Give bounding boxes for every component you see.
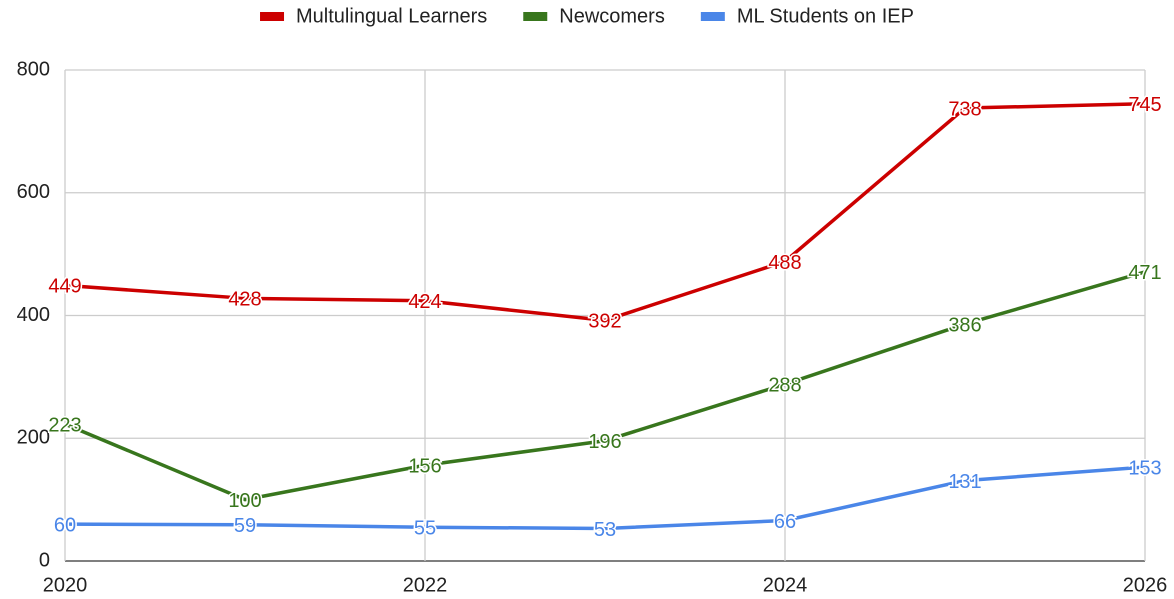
data-label: 288 xyxy=(768,375,801,397)
legend-label: ML Students on IEP xyxy=(737,5,914,27)
data-label: 53 xyxy=(594,519,616,541)
y-tick-label: 0 xyxy=(39,549,50,571)
data-label: 100 xyxy=(228,490,261,512)
data-label: 59 xyxy=(234,515,256,537)
data-label: 156 xyxy=(408,456,441,478)
y-tick-label: 200 xyxy=(17,427,50,449)
y-tick-label: 800 xyxy=(17,58,50,80)
series-line xyxy=(64,465,1146,531)
data-label: 471 xyxy=(1128,262,1161,284)
x-tick-label: 2020 xyxy=(43,574,88,596)
data-label: 196 xyxy=(588,431,621,453)
data-label: 745 xyxy=(1128,94,1161,116)
data-label: 424 xyxy=(408,291,441,313)
x-tick-label: 2024 xyxy=(763,574,808,596)
legend-swatch xyxy=(700,12,725,21)
data-label: 488 xyxy=(768,252,801,274)
data-label: 449 xyxy=(48,276,81,298)
y-tick-label: 400 xyxy=(17,304,50,326)
y-tick-label: 600 xyxy=(17,181,50,203)
data-label: 60 xyxy=(54,514,76,536)
data-label: 386 xyxy=(948,314,981,336)
data-label: 55 xyxy=(414,518,436,540)
legend-swatch xyxy=(260,12,285,21)
series-line xyxy=(64,270,1146,502)
data-label: 66 xyxy=(774,511,796,533)
data-label: 738 xyxy=(948,98,981,120)
legend-swatch xyxy=(523,12,548,21)
data-label: 131 xyxy=(948,471,981,493)
data-label: 392 xyxy=(588,311,621,333)
data-label: 223 xyxy=(48,414,81,436)
x-tick-label: 2026 xyxy=(1123,574,1168,596)
legend-label: Multulingual Learners xyxy=(296,5,487,27)
data-label: 153 xyxy=(1128,457,1161,479)
legend: Multulingual Learners Newcomers ML Student… xyxy=(260,5,914,27)
legend-label: Newcomers xyxy=(559,5,665,27)
series-line xyxy=(64,102,1146,323)
data-label: 428 xyxy=(228,289,261,311)
x-tick-label: 2022 xyxy=(403,574,448,596)
